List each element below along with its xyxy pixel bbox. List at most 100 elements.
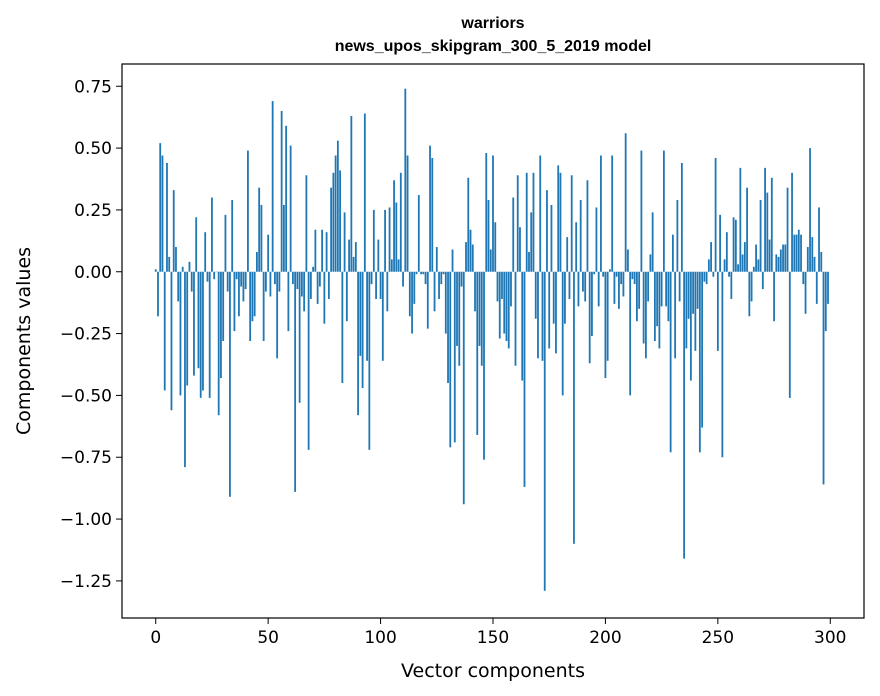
bar-217 [642, 271, 645, 344]
bar-102 [384, 209, 386, 272]
x-tick-label: 300 [814, 628, 846, 648]
bar-9 [175, 247, 177, 272]
bar-260 [739, 167, 742, 272]
bar-264 [748, 271, 751, 317]
bar-12 [181, 266, 184, 272]
bar-265 [750, 271, 753, 302]
bar-129 [444, 271, 447, 334]
bar-176 [550, 204, 553, 272]
bar-202 [609, 269, 611, 272]
bar-2 [159, 143, 162, 272]
bar-90 [357, 271, 359, 416]
x-tick-label: 100 [364, 628, 396, 648]
bar-259 [737, 264, 739, 272]
bar-63 [296, 271, 299, 290]
bar-284 [793, 234, 796, 272]
bar-50 [267, 234, 270, 272]
bar-268 [757, 259, 760, 272]
bar-52 [271, 101, 274, 272]
bar-58 [285, 125, 288, 272]
bar-141 [471, 244, 474, 272]
bar-231 [674, 271, 677, 359]
bar-111 [404, 88, 407, 272]
bar-69 [309, 271, 312, 299]
bar-237 [687, 271, 690, 319]
bar-139 [467, 177, 470, 272]
bar-285 [795, 234, 798, 272]
bar-177 [552, 271, 555, 324]
bar-72 [316, 271, 319, 304]
bar-73 [318, 271, 321, 287]
bar-142 [474, 271, 476, 312]
bar-242 [698, 271, 701, 453]
bar-167 [530, 212, 533, 272]
bar-251 [719, 214, 721, 272]
bar-232 [676, 200, 679, 272]
bar-71 [314, 229, 317, 272]
bar-211 [629, 271, 632, 396]
bar-151 [494, 222, 497, 272]
bar-266 [752, 266, 755, 272]
bar-254 [725, 232, 728, 272]
bar-189 [579, 200, 582, 272]
bars-group [154, 88, 829, 591]
bar-157 [507, 271, 510, 349]
bar-203 [611, 155, 614, 272]
x-tick-label: 250 [702, 628, 734, 648]
bar-276 [775, 254, 778, 272]
bar-82 [339, 170, 341, 272]
bar-80 [334, 155, 337, 272]
bar-67 [305, 175, 308, 272]
bar-216 [640, 150, 643, 272]
bar-149 [489, 249, 492, 272]
bar-140 [469, 229, 472, 272]
chart-title-line1: warriors [460, 15, 524, 32]
bar-28 [217, 271, 220, 416]
bar-277 [777, 256, 780, 272]
bar-289 [804, 271, 807, 314]
bar-15 [188, 261, 191, 272]
bar-280 [784, 244, 787, 272]
bar-290 [806, 247, 809, 272]
bar-21 [202, 271, 204, 391]
bar-187 [575, 222, 578, 272]
bar-115 [413, 271, 416, 304]
bar-116 [415, 271, 418, 275]
bar-288 [802, 271, 805, 285]
bar-219 [647, 271, 650, 302]
bar-6 [168, 256, 171, 272]
bar-235 [683, 271, 686, 559]
bar-227 [665, 271, 668, 307]
bar-112 [406, 155, 409, 272]
bar-229 [669, 271, 672, 453]
bar-178 [555, 271, 557, 354]
bar-66 [303, 271, 306, 312]
bar-65 [300, 271, 303, 297]
bar-183 [566, 237, 569, 272]
bar-291 [809, 148, 811, 272]
bar-213 [633, 271, 636, 285]
bar-263 [746, 187, 748, 272]
bar-46 [258, 187, 261, 272]
bar-29 [220, 271, 222, 379]
bar-274 [770, 177, 773, 272]
bar-154 [501, 271, 503, 299]
bar-31 [224, 214, 227, 272]
bar-38 [240, 271, 243, 287]
y-tick-label: 0.50 [74, 139, 112, 159]
bar-262 [743, 242, 746, 272]
bar-234 [680, 162, 683, 272]
y-tick-label: −0.75 [60, 448, 112, 468]
bar-161 [516, 175, 519, 272]
bar-241 [696, 271, 699, 309]
bar-152 [496, 271, 499, 302]
bar-20 [199, 271, 202, 398]
bar-279 [782, 244, 784, 272]
bar-110 [402, 271, 404, 287]
bar-283 [791, 172, 793, 272]
bar-158 [510, 271, 512, 307]
bar-240 [694, 271, 697, 351]
bar-64 [298, 271, 301, 403]
bar-147 [485, 153, 488, 272]
bar-106 [393, 180, 395, 272]
